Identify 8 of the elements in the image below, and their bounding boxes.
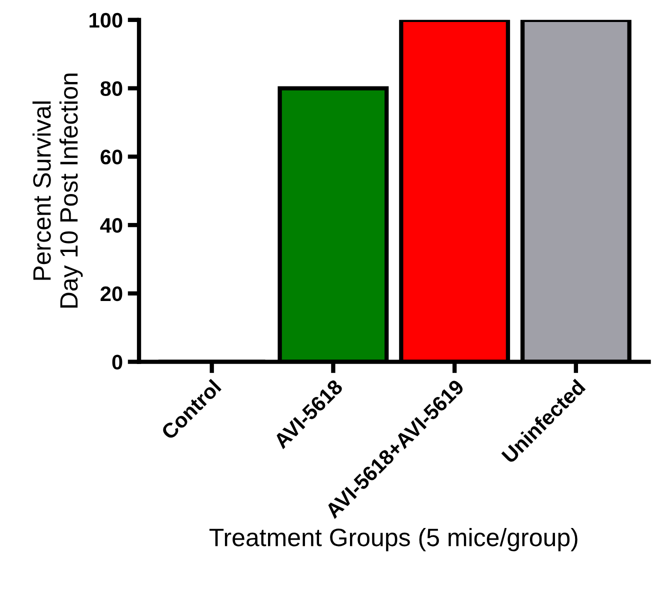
y-tick-label: 100 <box>90 12 122 28</box>
y-tick-label: 40 <box>100 218 122 233</box>
y-tick-label: 60 <box>100 150 122 164</box>
y-tick-label: 20 <box>100 286 122 302</box>
y-tick-label: 0 <box>112 354 122 370</box>
y-tick-label: 80 <box>100 81 122 96</box>
x-axis-title: Treatment Groups (5 mice/group) <box>209 528 578 552</box>
y-axis-title: Percent Survival Day 10 Post Infection <box>32 74 83 308</box>
